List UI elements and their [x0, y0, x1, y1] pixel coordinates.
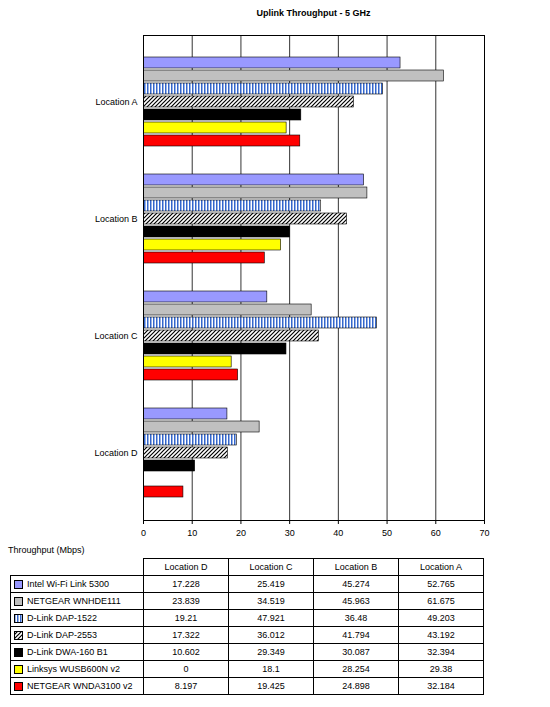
html-text:Uplink Throughput - 5 GHz: Uplink Throughput - 5 GHz [256, 8, 371, 18]
html-text:8.197: 8.197 [174, 681, 198, 691]
html-text:19.425: 19.425 [257, 681, 285, 691]
html-text:36.48: 36.48 [344, 613, 368, 623]
svg-text:Location B: Location B [95, 214, 138, 224]
html-text:19.21: 19.21 [174, 613, 198, 623]
html-text:0: 0 [183, 664, 189, 674]
html-text:47.921: 47.921 [257, 613, 285, 623]
html-text:32.394: 32.394 [427, 647, 455, 657]
html-text:23.839: 23.839 [172, 596, 200, 606]
html-text:41.794: 41.794 [342, 630, 370, 640]
html-text:D-Link DAP-1522: D-Link DAP-1522 [27, 612, 97, 623]
html-text:D-Link DWA-160 B1: D-Link DWA-160 B1 [27, 646, 108, 657]
html-text:49.203: 49.203 [427, 613, 455, 623]
svg-text:30: 30 [285, 528, 295, 538]
html-text:Intel Wi-Fi Link 5300: Intel Wi-Fi Link 5300 [27, 578, 109, 589]
html-text:Location D: Location D [164, 562, 208, 572]
html-text:29.38: 29.38 [429, 664, 453, 674]
html-text:Location C: Location C [249, 562, 293, 572]
svg-text:10: 10 [187, 528, 197, 538]
html-text:25.419: 25.419 [257, 579, 285, 589]
html-text:NETGEAR WNHDE111: NETGEAR WNHDE111 [27, 595, 121, 606]
svg-text:Location A: Location A [95, 97, 137, 107]
html-text:45.274: 45.274 [342, 579, 370, 589]
svg-text:20: 20 [236, 528, 246, 538]
svg-text:Location D: Location D [94, 448, 138, 458]
html-text:Linksys WUSB600N v2: Linksys WUSB600N v2 [27, 663, 120, 674]
html-text:NETGEAR WNDA3100 v2: NETGEAR WNDA3100 v2 [27, 680, 133, 691]
html-text:18.1: 18.1 [262, 664, 280, 674]
html-text:Throughput (Mbps): Throughput (Mbps) [8, 545, 85, 555]
svg-text:Location C: Location C [94, 331, 138, 341]
html-text:Location B: Location B [334, 562, 378, 572]
html-text:52.765: 52.765 [427, 579, 455, 589]
html-text:17.228: 17.228 [172, 579, 200, 589]
html-text:24.898: 24.898 [342, 681, 370, 691]
html-text:61.675: 61.675 [427, 596, 455, 606]
html-text:10.602: 10.602 [172, 647, 200, 657]
svg-text:40: 40 [333, 528, 343, 538]
html-text:36.012: 36.012 [257, 630, 285, 640]
html-text:Location A: Location A [420, 562, 462, 572]
html-text:D-Link DAP-2553: D-Link DAP-2553 [27, 629, 97, 640]
html-text:45.963: 45.963 [342, 596, 370, 606]
svg-text:50: 50 [382, 528, 392, 538]
html-text:17.322: 17.322 [172, 630, 200, 640]
html-text:30.087: 30.087 [342, 647, 370, 657]
html-text:32.184: 32.184 [427, 681, 455, 691]
html-text:34.519: 34.519 [257, 596, 285, 606]
svg-text:70: 70 [479, 528, 489, 538]
svg-text:0: 0 [141, 528, 146, 538]
html-text:43.192: 43.192 [427, 630, 455, 640]
svg-text:60: 60 [431, 528, 441, 538]
html-text:29.349: 29.349 [257, 647, 285, 657]
html-text:28.254: 28.254 [342, 664, 370, 674]
